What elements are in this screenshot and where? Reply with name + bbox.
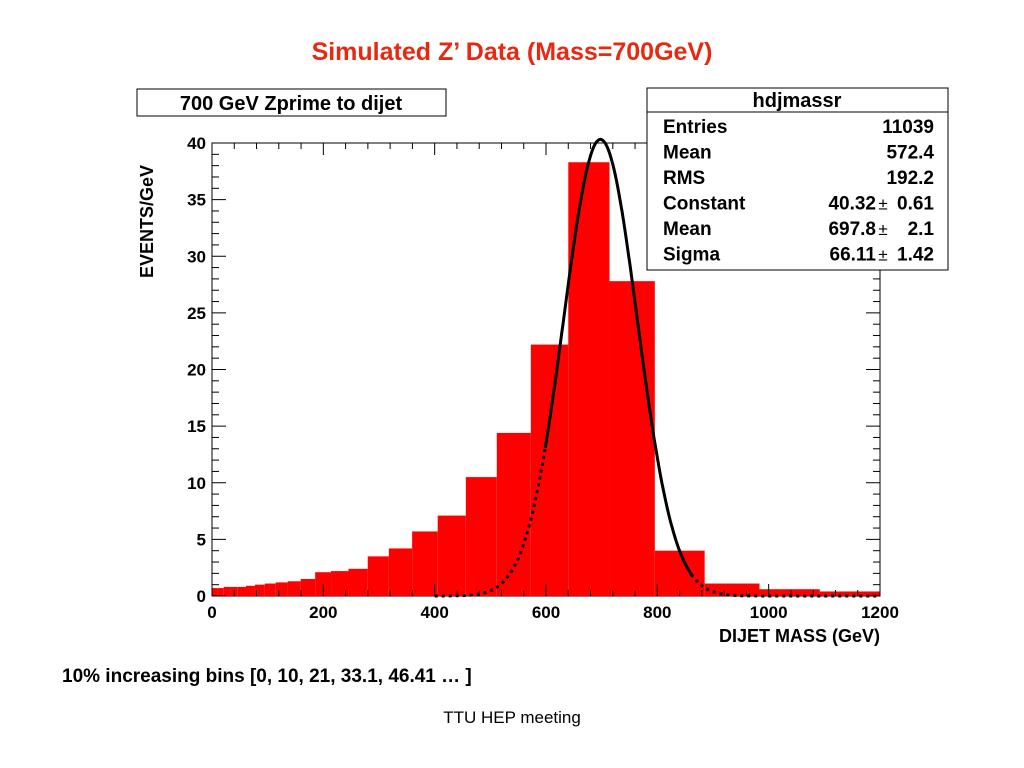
histogram-bar-2 [223, 586, 231, 596]
bins-note: 10% increasing bins [0, 10, 21, 33.1, 46… [62, 666, 472, 687]
histogram-title: 700 GeV Zprime to dijet [180, 93, 403, 115]
y-tick-label: 10 [187, 474, 206, 493]
histogram-bar-18 [465, 477, 497, 596]
stats-row-error: 1.42 [897, 245, 934, 266]
histogram-bar-5 [245, 585, 255, 596]
histogram-bar-26 [819, 591, 880, 596]
y-tick-label: 35 [187, 191, 206, 210]
x-tick-label: 0 [207, 603, 216, 622]
histogram-bar-14 [367, 556, 389, 596]
stats-row-value: 697.8 [828, 219, 876, 240]
x-tick-label: 1200 [861, 603, 899, 622]
x-tick-label: 800 [643, 603, 671, 622]
histogram-bar-19 [496, 432, 531, 596]
stats-row-value: 66.11 [830, 245, 877, 266]
histogram-bar-1 [217, 588, 224, 596]
histogram-bar-6 [254, 584, 265, 596]
stats-row-label: Sigma [663, 245, 720, 266]
y-tick-label: 20 [187, 361, 206, 380]
stats-row-value: 192.2 [886, 168, 934, 189]
stats-row-error: 0.61 [897, 194, 934, 215]
histogram-bar-0 [212, 588, 218, 596]
histogram-bar-25 [759, 589, 820, 596]
x-tick-label: 400 [420, 603, 448, 622]
y-tick-label: 0 [197, 587, 206, 606]
stats-row-label: Mean [663, 219, 712, 240]
histogram-bars [212, 162, 880, 596]
y-tick-label: 5 [197, 530, 206, 549]
slide-title: Simulated Z’ Data (Mass=700GeV) [311, 38, 713, 66]
y-tick-label: 25 [187, 304, 206, 323]
stats-row-value: 40.32 [828, 194, 876, 215]
fit-curve-solid [543, 137, 694, 577]
stats-row-label: RMS [663, 168, 705, 189]
histogram-bar-12 [331, 571, 349, 596]
axes: 0 200 400 600 800 1000 1200 0 5 10 15 20 25 30 35 40 [187, 134, 899, 622]
histogram-bar-4 [237, 586, 246, 596]
x-tick-label: 600 [532, 603, 560, 622]
stats-row-label: Mean [663, 143, 712, 164]
x-tick-label: 200 [309, 603, 337, 622]
histogram-title-box: 700 GeV Zprime to dijet [136, 88, 447, 117]
histogram-bar-23 [654, 550, 705, 596]
stats-row-error: 2.1 [908, 219, 935, 240]
histogram-bar-24 [704, 583, 760, 596]
histogram-bar-9 [287, 581, 301, 596]
y-axis-label: EVENTS/GeV [137, 165, 157, 278]
stats-box-name: hdjmassr [753, 90, 842, 112]
stats-row-label: Constant [663, 194, 746, 215]
x-axis-label: DIJET MASS (GeV) [719, 626, 880, 646]
fit-curve-dotted [434, 442, 880, 598]
y-tick-label: 40 [187, 134, 206, 153]
histogram-bar-22 [609, 281, 655, 596]
footer-text: TTU HEP meeting [443, 708, 581, 727]
stats-row-value: 572.4 [886, 143, 934, 164]
histogram-bar-16 [412, 531, 438, 596]
stats-box: hdjmassr Entries 11039 Mean 572.4 RMS 192.2 Co… [646, 87, 949, 271]
histogram-bar-10 [300, 579, 316, 596]
stats-row-value: 11039 [882, 117, 934, 138]
histogram-bar-7 [264, 583, 276, 596]
histogram-bar-21 [568, 162, 610, 596]
histogram-bar-17 [437, 515, 466, 596]
histogram-bar-8 [275, 582, 288, 596]
y-tick-label: 30 [187, 247, 206, 266]
y-tick-label: 15 [187, 417, 206, 436]
stats-row-label: Entries [663, 117, 727, 138]
x-tick-label: 1000 [750, 603, 788, 622]
plus-minus-symbol: ± [878, 246, 887, 265]
plus-minus-symbol: ± [878, 195, 887, 214]
histogram-bar-13 [348, 568, 368, 596]
histogram-bar-15 [388, 548, 413, 596]
histogram-bar-20 [530, 344, 569, 596]
plus-minus-symbol: ± [878, 220, 887, 239]
